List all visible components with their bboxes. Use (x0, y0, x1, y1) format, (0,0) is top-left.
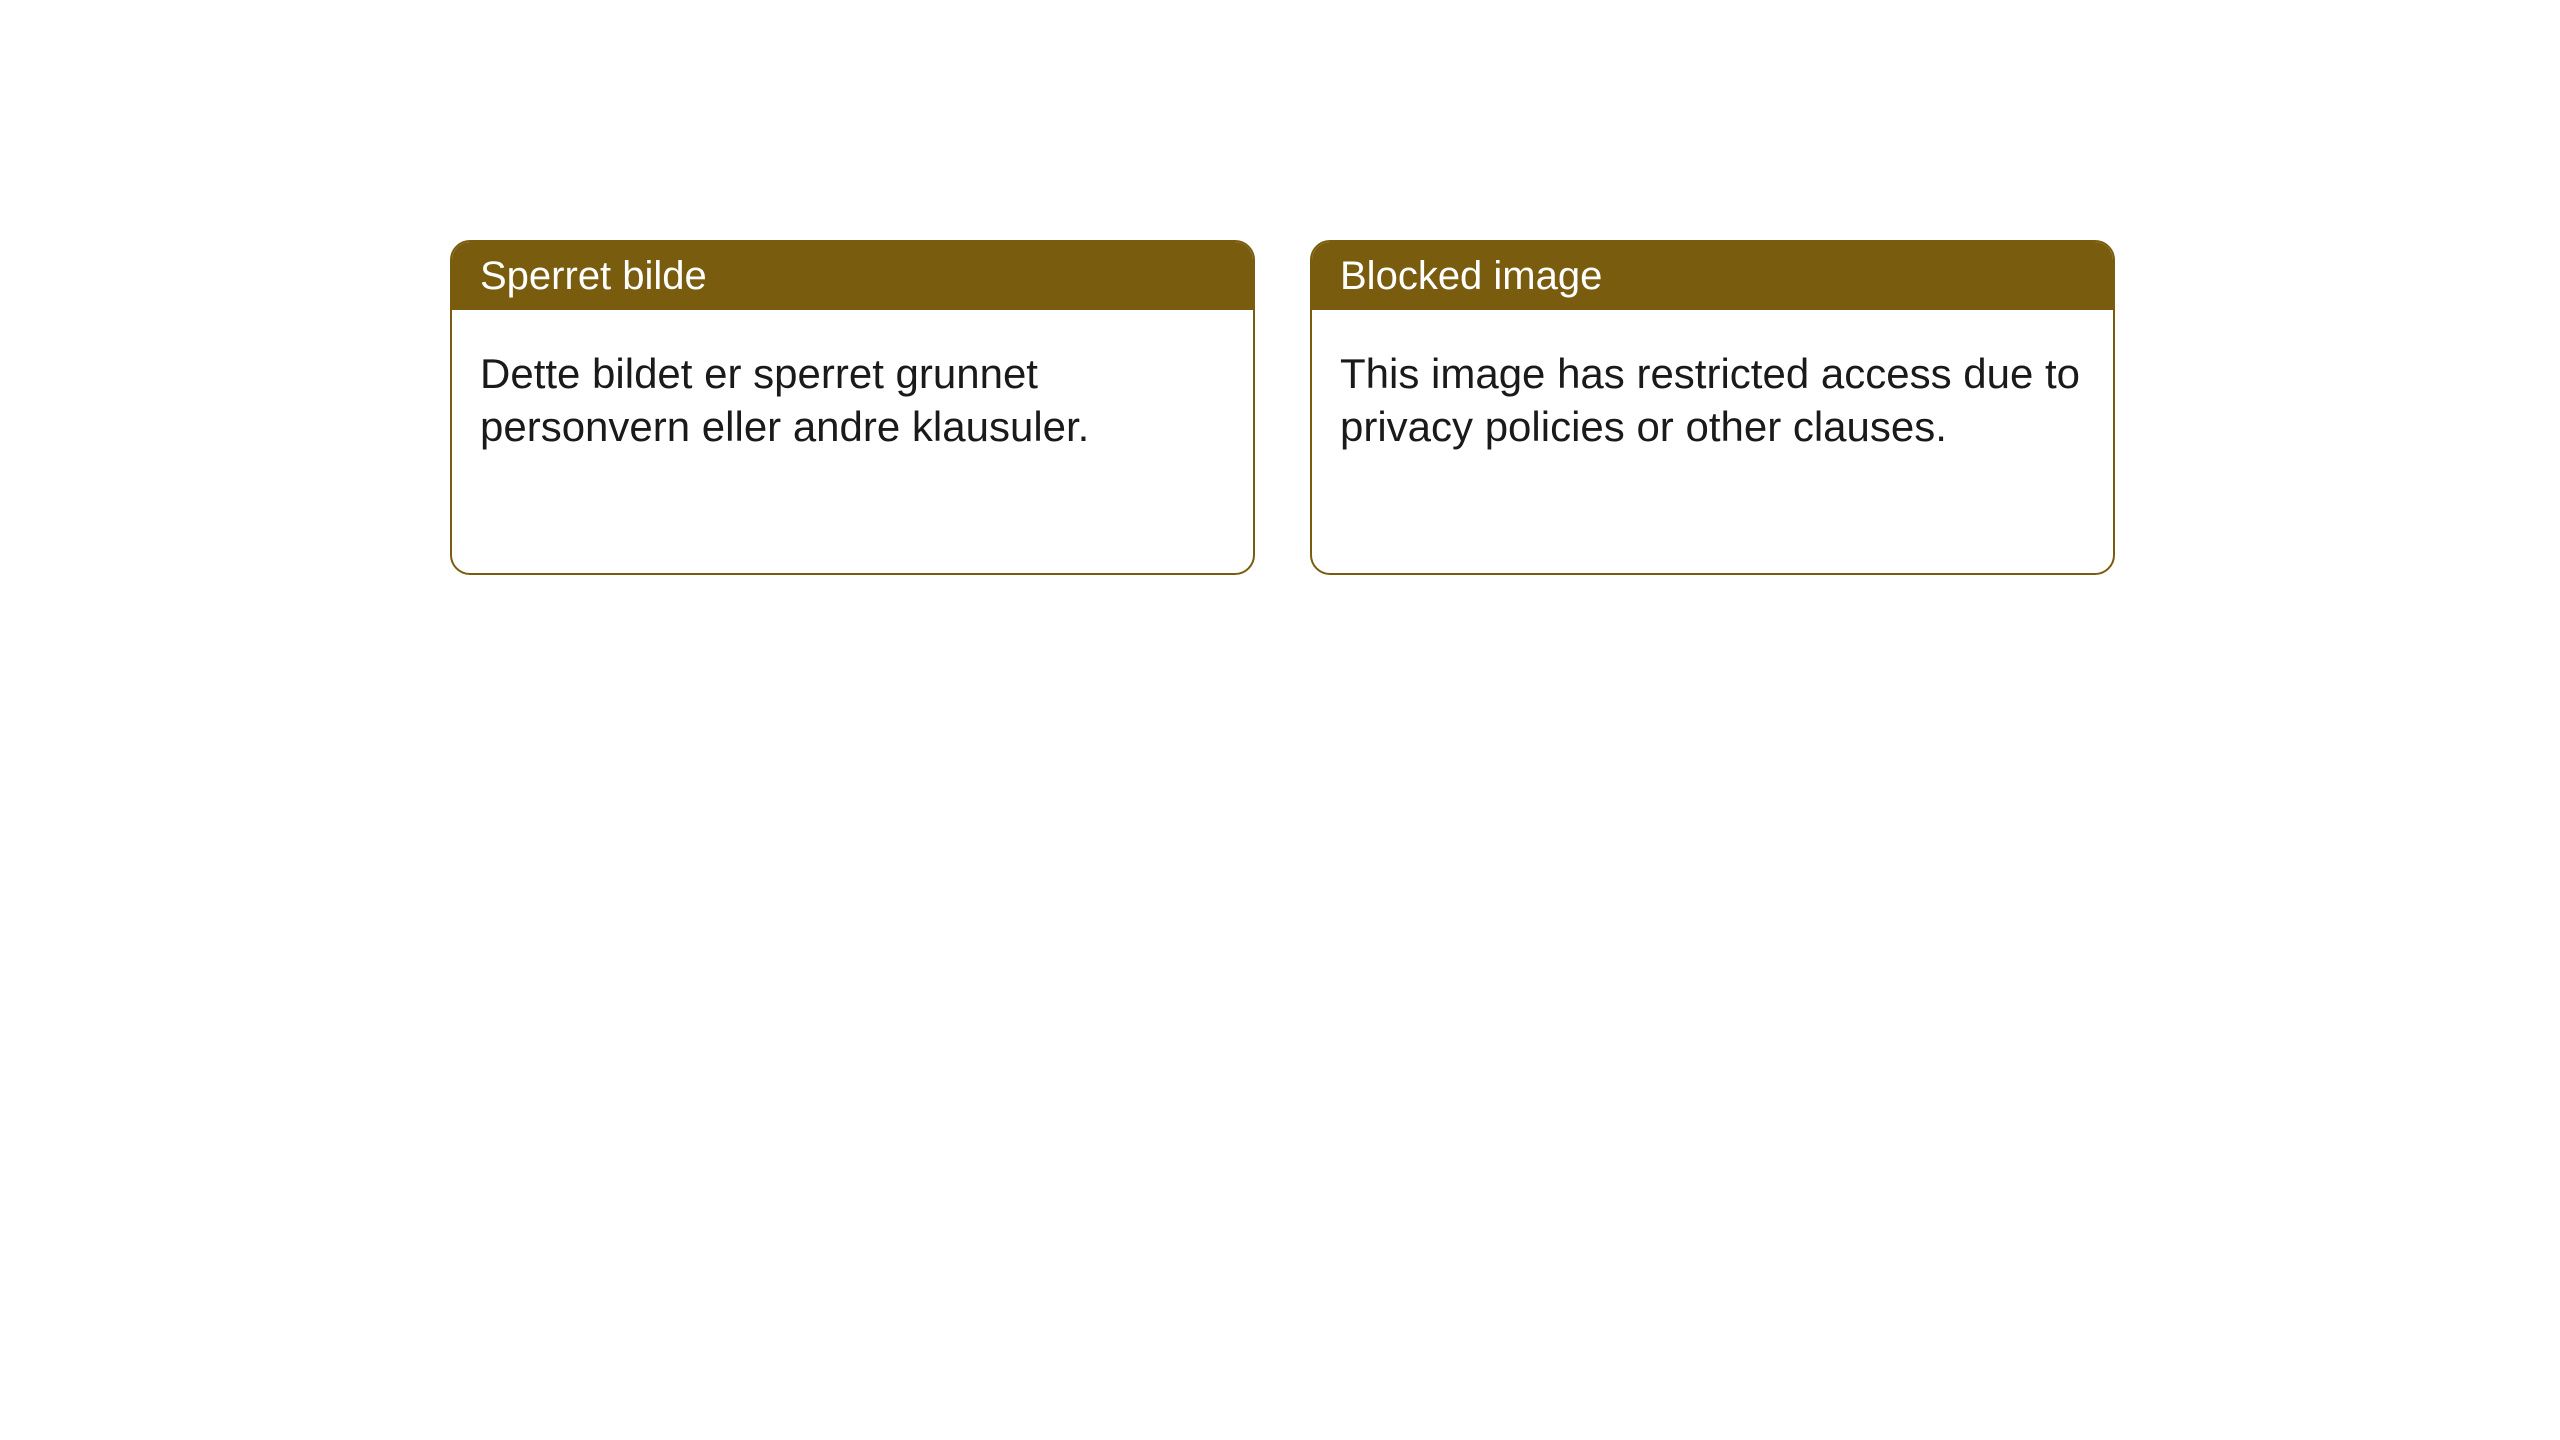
blocked-image-card-no: Sperret bilde Dette bildet er sperret gr… (450, 240, 1255, 575)
card-message: This image has restricted access due to … (1312, 310, 2113, 491)
blocked-image-card-en: Blocked image This image has restricted … (1310, 240, 2115, 575)
card-title: Sperret bilde (452, 242, 1253, 310)
cards-container: Sperret bilde Dette bildet er sperret gr… (450, 240, 2115, 575)
card-message: Dette bildet er sperret grunnet personve… (452, 310, 1253, 491)
card-title: Blocked image (1312, 242, 2113, 310)
